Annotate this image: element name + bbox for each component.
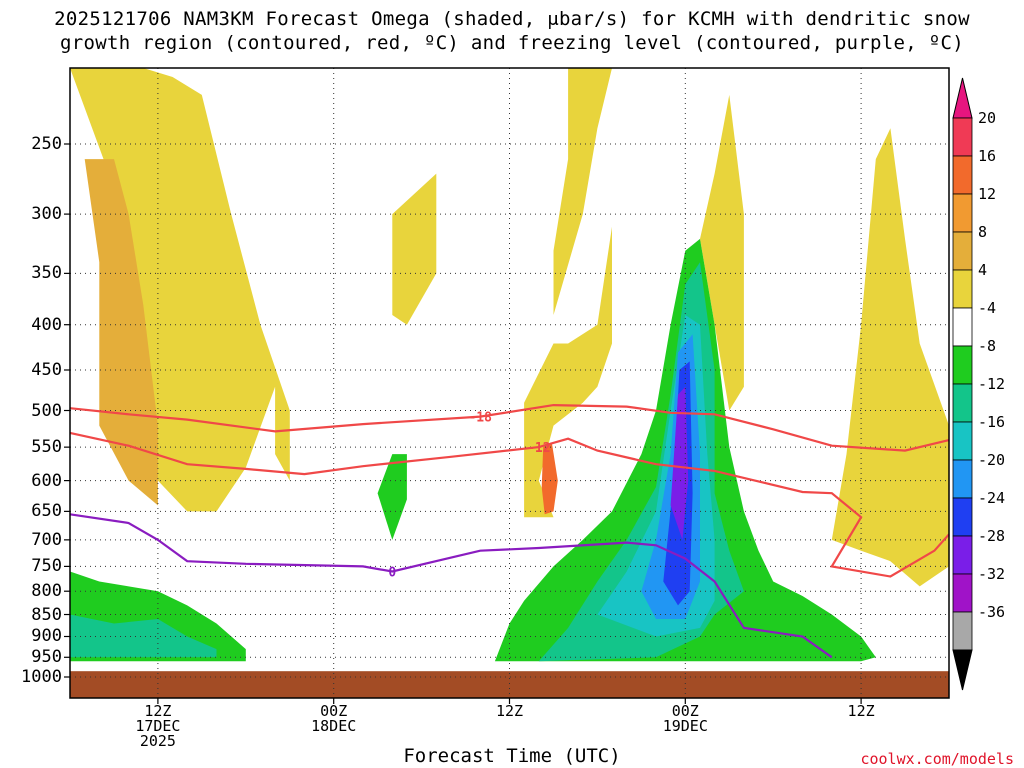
- colorbar-swatch-0: [952, 117, 973, 157]
- colorbar-swatch-8: [952, 421, 973, 461]
- y-tick-label-300: 300: [31, 204, 62, 225]
- y-tick-label-750: 750: [31, 556, 62, 577]
- grid-lines: [70, 68, 949, 698]
- omega-region-9: [70, 614, 217, 658]
- colorbar-swatch-11: [952, 535, 973, 575]
- colorbar-swatch-3: [952, 231, 973, 271]
- omega-shading: [70, 68, 949, 662]
- colorbar-label: -32: [978, 565, 1006, 583]
- x-tick-label: 12Z: [495, 702, 524, 720]
- dgz-contour-0-label: -18: [468, 411, 492, 426]
- colorbar-label: -20: [978, 451, 1006, 469]
- dgz-contour-1-label: -12: [527, 441, 550, 456]
- dgz-contour-1: [69, 431, 950, 578]
- omega-region-7: [700, 94, 744, 411]
- colorbar-label: -36: [978, 603, 1006, 621]
- y-tick-label-950: 950: [31, 647, 62, 668]
- colorbar-top-arrow: [952, 77, 973, 119]
- y-tick-label-400: 400: [31, 314, 62, 335]
- x-tick-label: 18DEC: [311, 717, 357, 735]
- x-tick-label: 17DEC: [135, 717, 181, 735]
- omega-region-3: [553, 68, 612, 315]
- chart-title-line-1: 2025121706 NAM3KM Forecast Omega (shaded…: [54, 8, 970, 30]
- colorbar-swatch-13: [952, 611, 973, 651]
- omega-region-6: [831, 128, 949, 587]
- y-tick-label-1000: 1000: [21, 667, 62, 687]
- x-tick-label: 00Z: [671, 702, 699, 720]
- contour-lines: -18 -12 0: [69, 403, 950, 659]
- x-tick-label: 19DEC: [662, 717, 708, 735]
- colorbar-label: 16: [978, 147, 997, 165]
- y-tick-label-600: 600: [31, 470, 62, 491]
- y-tick-label-700: 700: [31, 529, 62, 550]
- colorbar-swatch-2: [952, 193, 973, 233]
- y-tick-label-800: 800: [31, 581, 62, 602]
- colorbar-label: -16: [978, 413, 1006, 431]
- x-tick-label: 12Z: [144, 702, 172, 720]
- dgz-contour-0: [69, 403, 950, 452]
- colorbar-swatch-1: [952, 155, 973, 195]
- omega-region-1: [84, 159, 158, 506]
- x-axis-title: Forecast Time (UTC): [403, 745, 621, 767]
- y-tick-label-250: 250: [31, 134, 62, 154]
- y-tick-label-350: 350: [31, 263, 62, 284]
- y-tick-label-650: 650: [31, 501, 62, 522]
- omega-region-16: [377, 454, 407, 540]
- colorbar-swatch-6: [952, 345, 973, 385]
- omega-region-15: [670, 386, 689, 540]
- axis-ticks: [64, 143, 862, 704]
- colorbar-bottom-arrow: [952, 649, 973, 691]
- x-tick-label: 00Z: [320, 702, 348, 720]
- colorbar-label: -28: [978, 527, 1006, 545]
- credit-link[interactable]: coolwx.com/models: [860, 750, 1014, 768]
- y-tick-label-550: 550: [31, 437, 62, 458]
- y-tick-label-850: 850: [31, 604, 62, 625]
- y-tick-label-450: 450: [31, 359, 62, 380]
- colorbar-label: -12: [978, 375, 1006, 393]
- omega-region-0: [70, 68, 290, 512]
- colorbar-swatch-5: [952, 307, 973, 347]
- y-tick-label-900: 900: [31, 626, 62, 647]
- colorbar: [952, 77, 973, 691]
- colorbar-swatch-12: [952, 573, 973, 613]
- y-tick-label-500: 500: [31, 400, 62, 421]
- colorbar-label: -8: [978, 337, 997, 355]
- colorbar-label: 8: [978, 223, 988, 241]
- colorbar-label: 4: [978, 261, 988, 279]
- omega-region-2: [392, 173, 437, 325]
- colorbar-label: 20: [978, 109, 997, 127]
- x-tick-label: 12Z: [847, 702, 875, 720]
- colorbar-label: -24: [978, 489, 1006, 507]
- freezing-level-contour-label: 0: [388, 565, 396, 580]
- colorbar-swatch-4: [952, 269, 973, 309]
- x-tick-label: 2025: [139, 732, 176, 750]
- omega-region-5: [541, 443, 558, 515]
- colorbar-label: 12: [978, 185, 997, 203]
- colorbar-swatch-9: [952, 459, 973, 499]
- omega-region-4: [524, 226, 612, 518]
- colorbar-label: -4: [978, 299, 997, 317]
- colorbar-swatch-10: [952, 497, 973, 537]
- colorbar-swatch-7: [952, 383, 973, 423]
- chart-title-line-2: growth region (contoured, red, ºC) and f…: [60, 32, 964, 54]
- freezing-level-contour: [69, 513, 833, 659]
